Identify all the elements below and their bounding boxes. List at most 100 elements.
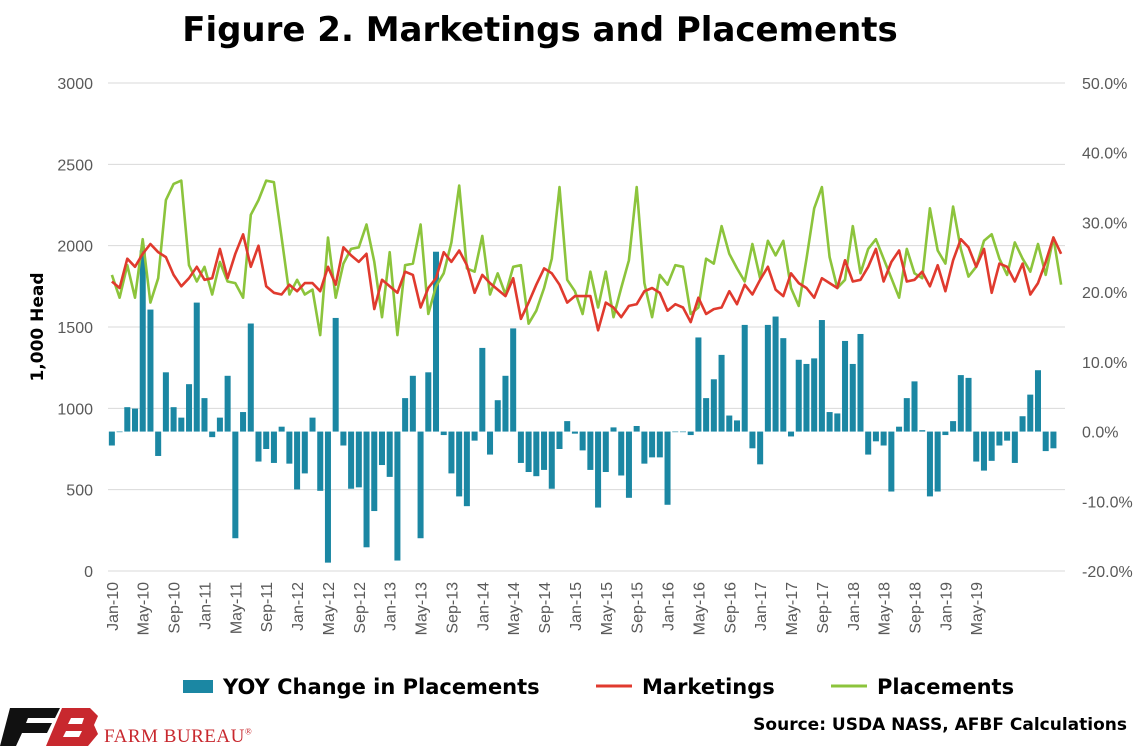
- yoy-bar: [865, 431, 872, 455]
- y2-tick-label: 10.0%: [1082, 355, 1127, 372]
- yoy-bar: [733, 420, 741, 432]
- yoy-bar: [980, 431, 987, 471]
- yoy-bar: [155, 431, 162, 456]
- x-axis-ticks: Jan-10 May-10 Sep-10 Jan-11 May-11 Sep-11 Jan-…: [105, 582, 986, 635]
- yoy-bar: [255, 431, 262, 462]
- yoy-bar: [556, 431, 563, 449]
- x-tick-label: May-17: [784, 582, 801, 635]
- yoy-bar: [988, 431, 995, 461]
- yoy-bar: [710, 379, 717, 432]
- legend-item-yoy-label: YOY Change in Placements: [222, 675, 540, 699]
- y2-tick-label: -10.0%: [1082, 494, 1133, 511]
- yoy-bar: [780, 338, 787, 432]
- logo-text: FARM BUREAU®: [104, 726, 253, 747]
- x-tick-label: May-10: [136, 582, 153, 635]
- yoy-bar: [162, 372, 169, 432]
- yoy-bar: [425, 372, 432, 432]
- yoy-bar: [625, 431, 632, 498]
- yoy-bar: [749, 431, 756, 449]
- yoy-bar: [363, 431, 370, 548]
- yoy-bar: [602, 431, 609, 473]
- yoy-bar: [757, 431, 764, 465]
- x-tick-label: May-13: [414, 582, 431, 635]
- yoy-bar: [471, 431, 478, 441]
- yoy-bar: [664, 431, 671, 505]
- yoy-bar: [957, 375, 964, 432]
- yoy-bar: [726, 415, 733, 432]
- yoy-bar: [1019, 416, 1026, 432]
- yoy-bar: [1011, 431, 1018, 463]
- yoy-bar: [872, 431, 879, 442]
- yoy-bar: [903, 398, 910, 432]
- yoy-bar: [795, 359, 802, 432]
- yoy-bar: [579, 431, 586, 451]
- y-axis-right-ticks: -20.0% -10.0% 0.0% 10.0% 20.0% 30.0% 40.0% 50.0…: [1082, 76, 1133, 581]
- yoy-bar: [571, 431, 578, 434]
- yoy-bar: [842, 340, 849, 432]
- y-tick-label: 1500: [57, 320, 93, 337]
- yoy-bar: [355, 431, 362, 488]
- yoy-bar: [703, 398, 710, 432]
- yoy-bar: [147, 309, 154, 432]
- x-tick-label: Sep-17: [815, 582, 832, 634]
- yoy-bar: [672, 431, 679, 433]
- legend-item-placements-label: Placements: [877, 675, 1014, 699]
- y-tick-label: 500: [66, 483, 93, 500]
- yoy-bar: [448, 431, 455, 474]
- yoy-bar: [278, 426, 285, 432]
- x-tick-label: May-15: [599, 582, 616, 635]
- yoy-bar: [564, 421, 571, 432]
- yoy-bar: [525, 431, 532, 473]
- yoy-bar: [896, 426, 903, 432]
- yoy-bar: [510, 328, 517, 432]
- yoy-bar: [950, 421, 957, 432]
- yoy-bar: [186, 384, 193, 432]
- yoy-bar: [718, 354, 725, 432]
- x-tick-label: Jan-10: [105, 582, 122, 631]
- yoy-bar: [502, 375, 509, 432]
- yoy-bar: [973, 431, 980, 462]
- yoy-bar: [394, 431, 401, 561]
- yoy-bar: [911, 381, 918, 432]
- yoy-bar: [170, 407, 177, 432]
- gridlines: [108, 82, 1065, 572]
- yoy-bar: [440, 431, 447, 436]
- yoy-bar: [803, 363, 810, 432]
- yoy-bar: [772, 316, 779, 432]
- yoy-bar: [139, 250, 146, 432]
- yoy-bar: [263, 431, 270, 449]
- yoy-bar: [533, 431, 540, 477]
- yoy-bar: [378, 431, 385, 466]
- x-tick-label: Jan-15: [568, 582, 585, 631]
- x-tick-label: May-16: [691, 582, 708, 635]
- x-tick-label: May-11: [228, 582, 245, 634]
- y2-tick-label: 50.0%: [1082, 76, 1127, 93]
- line-series: [110, 179, 1063, 337]
- yoy-bar: [247, 323, 254, 432]
- yoy-bar: [996, 431, 1003, 446]
- yoy-bar: [209, 431, 216, 438]
- x-tick-label: Jan-19: [938, 582, 955, 631]
- x-tick-label: Sep-11: [259, 582, 276, 633]
- y2-tick-label: 20.0%: [1082, 285, 1127, 302]
- yoy-bar: [494, 400, 501, 432]
- yoy-bar: [340, 431, 347, 446]
- yoy-bar: [463, 431, 470, 507]
- x-tick-label: May-14: [506, 582, 523, 635]
- legend: YOY Change in Placements Marketings Placem…: [183, 675, 1014, 699]
- yoy-bar: [610, 427, 617, 432]
- yoy-bar: [240, 412, 247, 432]
- legend-item-marketings-label: Marketings: [642, 675, 775, 699]
- yoy-bar: [934, 431, 941, 492]
- y-tick-label: 2000: [57, 239, 93, 256]
- yoy-bar: [834, 413, 841, 432]
- yoy-bar: [587, 431, 594, 470]
- yoy-bar: [919, 430, 926, 432]
- yoy-bar: [641, 431, 648, 464]
- marketings-line: [111, 233, 1063, 332]
- x-tick-label: Sep-15: [630, 582, 647, 634]
- x-tick-label: Sep-13: [444, 582, 461, 634]
- x-tick-label: Sep-14: [537, 582, 554, 634]
- x-tick-label: Sep-12: [352, 582, 369, 634]
- yoy-bar: [294, 431, 301, 490]
